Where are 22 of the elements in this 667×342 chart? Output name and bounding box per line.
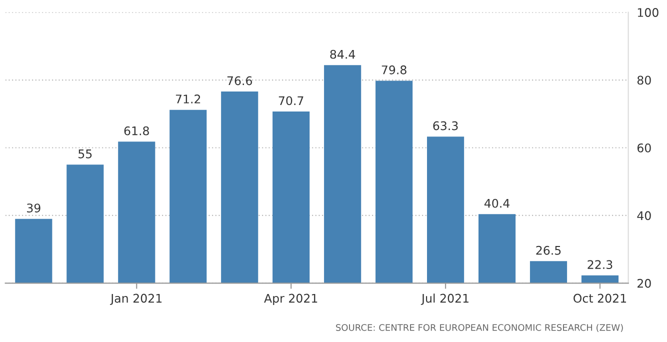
x-tick-label: Apr 2021	[264, 294, 318, 306]
data-label: 71.2	[176, 94, 200, 104]
x-tick-label: Jul 2021	[420, 294, 468, 305]
data-label: 22.3	[588, 260, 612, 270]
data-label: 55	[78, 150, 92, 158]
x-tick-label: Oct 2021	[574, 294, 626, 303]
y-tick-label: 100	[638, 8, 658, 17]
data-label: 79.8	[382, 65, 406, 74]
data-label: 61.8	[124, 126, 149, 136]
data-label: 40.4	[484, 198, 510, 208]
data-label: 39	[27, 204, 40, 212]
data-label: 63.3	[433, 121, 458, 130]
y-tick-label: 40	[637, 211, 651, 220]
data-label: 76.6	[227, 76, 252, 86]
data-label: 26.5	[536, 246, 561, 255]
x-tick-label: Jan 2021	[110, 294, 162, 305]
y-tick-label: 80	[637, 76, 651, 85]
source-note: SOURCE: CENTRE FOR EUROPEAN ECONOMIC RESEARCH (ZEW)	[336, 324, 623, 332]
y-tick-label: 60	[637, 143, 651, 152]
data-label: 84.4	[330, 50, 356, 59]
y-tick-label: 20	[638, 278, 651, 288]
data-label: 70.7	[278, 96, 304, 106]
